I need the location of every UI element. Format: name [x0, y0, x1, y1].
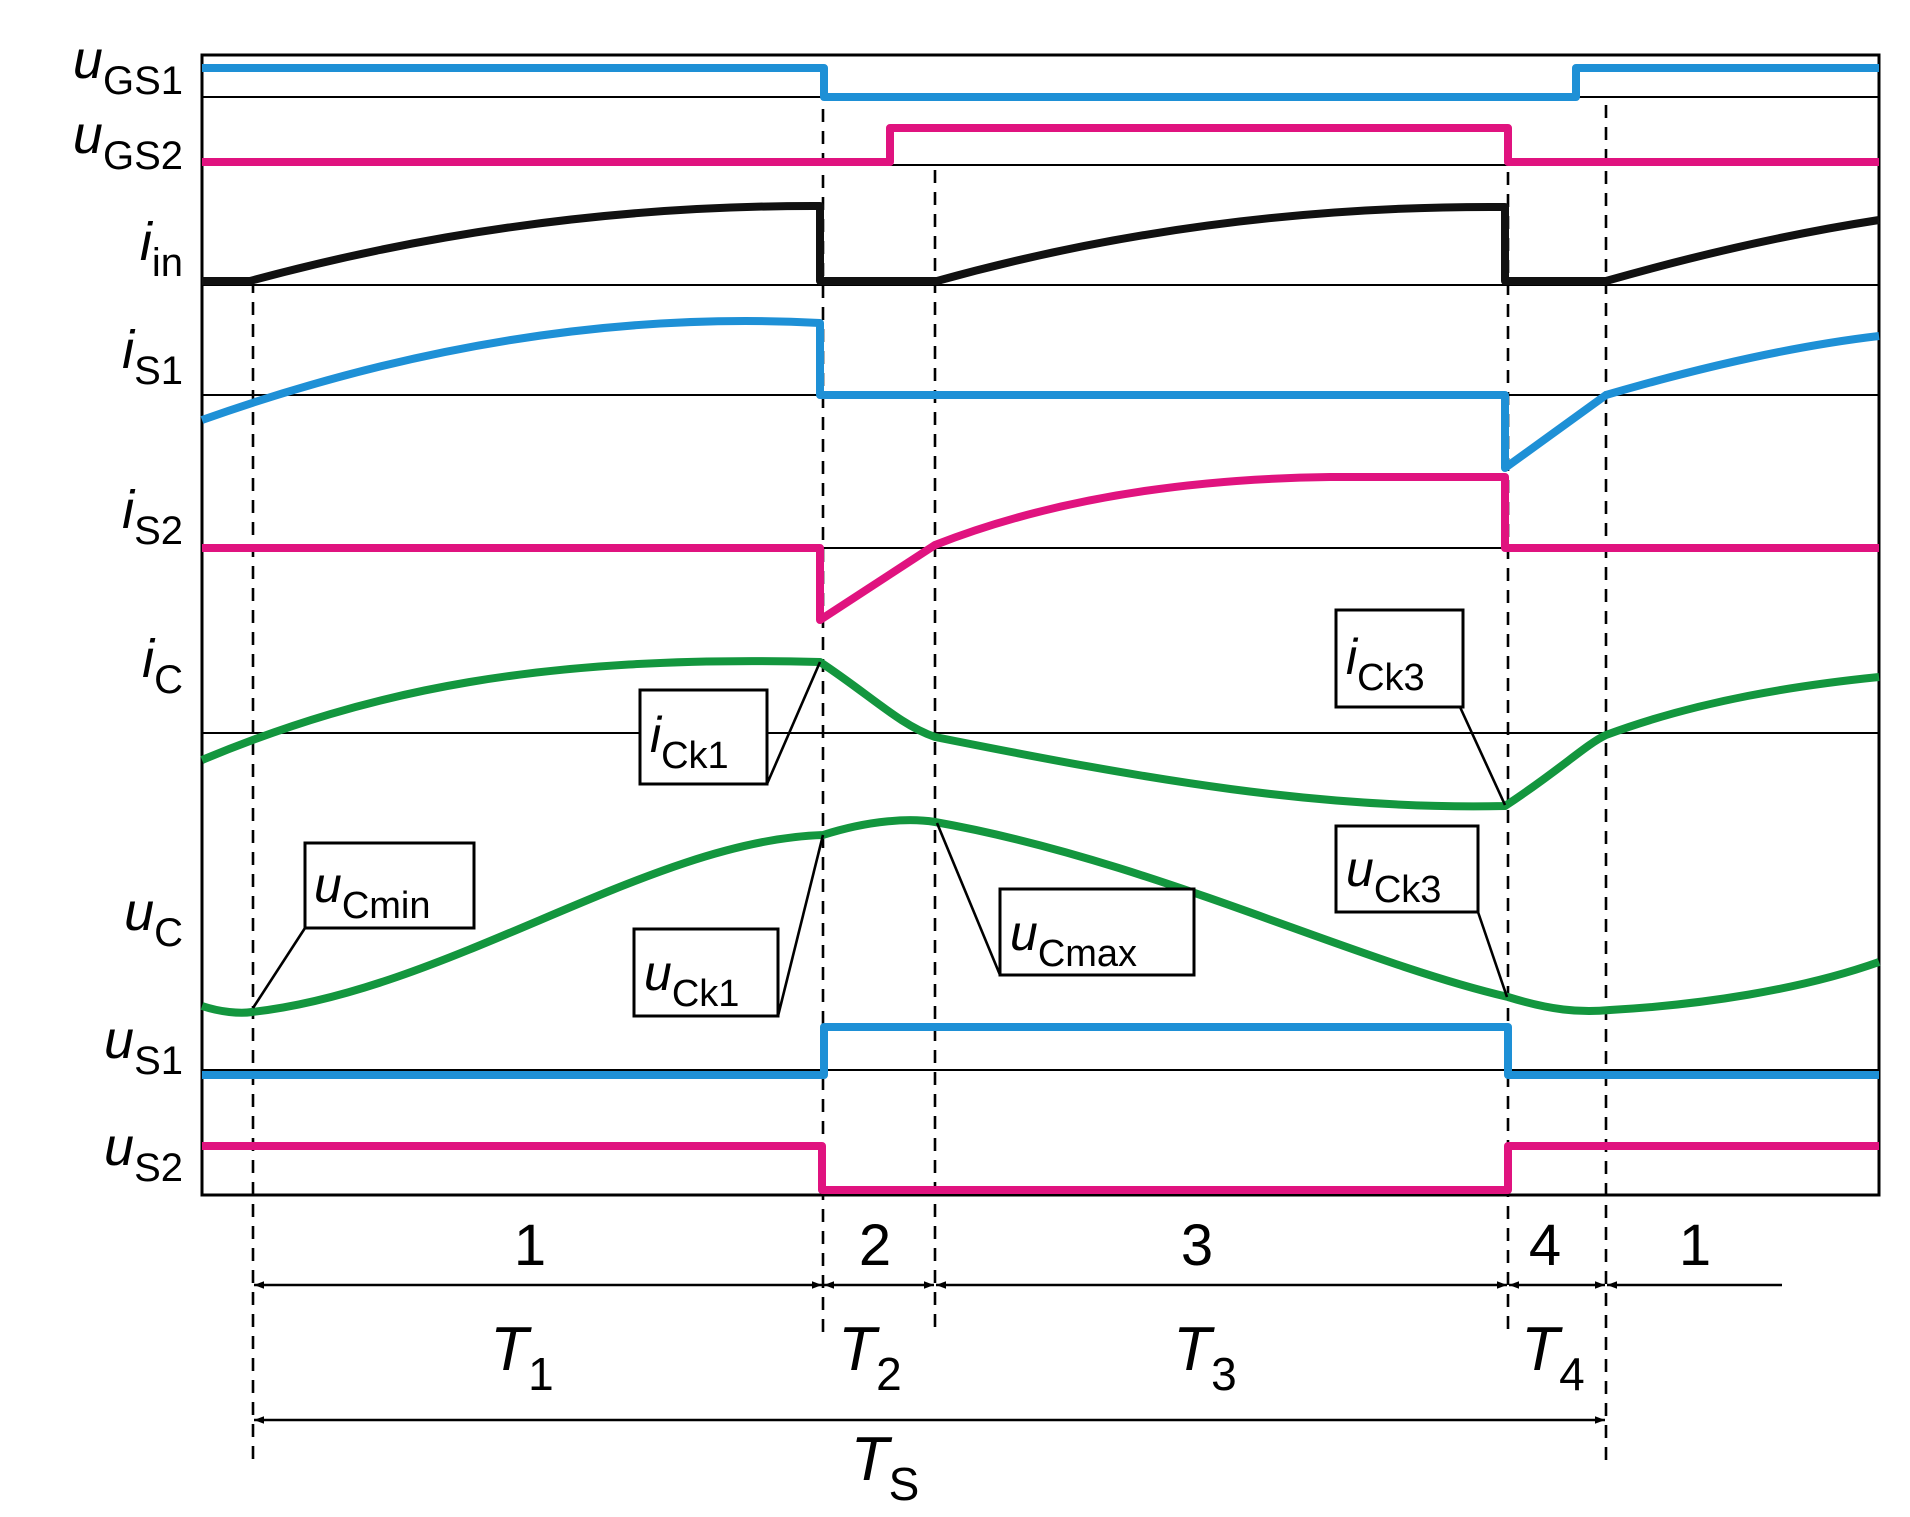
label-TS: TS — [851, 1425, 920, 1510]
wave-iS1 — [200, 317, 1880, 472]
callout-uCmax: uCmax — [935, 822, 1196, 977]
label-uS1: uS1 — [104, 1010, 183, 1083]
label-T4: T4 — [1521, 1315, 1584, 1400]
label-uGS2: uGS2 — [73, 105, 183, 178]
callout-iCk1: iCk1 — [638, 661, 822, 786]
phase-2: 2 — [859, 1213, 891, 1278]
svg-text:uCmax: uCmax — [1010, 905, 1137, 975]
time-markers — [251, 65, 1608, 1465]
phase-1: 1 — [514, 1213, 546, 1278]
label-uC: uC — [124, 882, 183, 955]
label-T2: T2 — [838, 1315, 901, 1400]
svg-text:uCk1: uCk1 — [644, 945, 739, 1015]
wave-iC — [200, 657, 1880, 811]
callout-uCk1: uCk1 — [632, 834, 825, 1018]
label-iS1: iS1 — [122, 320, 183, 393]
label-iS2: iS2 — [122, 480, 183, 553]
phase-1-next: 1 — [1679, 1213, 1711, 1278]
svg-text:uCmin: uCmin — [314, 857, 431, 927]
wave-iin — [202, 201, 1880, 285]
wave-uS2 — [202, 1142, 1879, 1194]
label-iC: iC — [142, 629, 183, 702]
phase-4: 4 — [1529, 1213, 1561, 1278]
phase-3: 3 — [1181, 1213, 1213, 1278]
label-T1: T1 — [490, 1315, 553, 1400]
callout-uCmin: uCmin — [251, 841, 476, 1009]
plot-frame — [200, 53, 1881, 1197]
wave-uGS1 — [202, 64, 1879, 101]
wave-uC — [200, 816, 1881, 1017]
svg-text:iCk1: iCk1 — [650, 707, 729, 777]
svg-text:uCk3: uCk3 — [1346, 841, 1441, 911]
label-uGS1: uGS1 — [73, 30, 183, 103]
wave-uS1 — [202, 1023, 1879, 1079]
callout-iCk3: iCk3 — [1334, 608, 1507, 806]
svg-text:iCk3: iCk3 — [1346, 629, 1425, 699]
wave-iS2 — [202, 473, 1879, 624]
label-T3: T3 — [1173, 1315, 1236, 1400]
label-iin: iin — [140, 212, 183, 285]
callout-uCk3: uCk3 — [1334, 824, 1509, 998]
wave-uGS2 — [202, 124, 1879, 166]
label-uS2: uS2 — [104, 1117, 183, 1190]
